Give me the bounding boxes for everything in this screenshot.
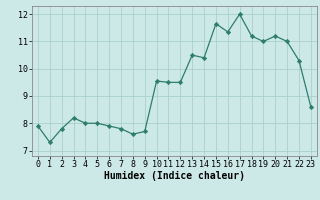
X-axis label: Humidex (Indice chaleur): Humidex (Indice chaleur): [104, 171, 245, 181]
